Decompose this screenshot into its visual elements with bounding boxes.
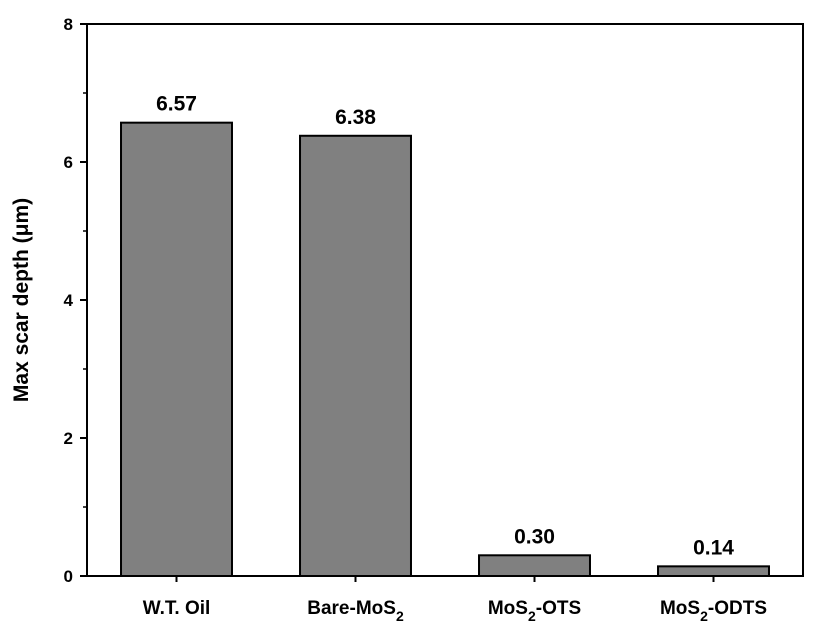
y-ticks: 0 2 4 6 8 [64,15,87,586]
x-category-label: Bare-MoS2 [307,598,404,624]
y-tick-label: 4 [64,291,74,310]
bar [120,121,233,577]
value-labels-layer: 6.57 6.38 0.30 0.14 [156,93,734,560]
y-tick-label: 8 [64,15,73,34]
bar [299,134,412,577]
bars-layer [120,121,770,578]
y-axis-title: Max scar depth (μm) [10,198,33,402]
y-tick-label: 6 [64,153,73,172]
bar-value-label: 0.30 [514,525,555,548]
x-category-label: W.T. Oil [143,598,211,619]
bar-value-label: 0.14 [693,536,734,559]
x-category-label: MoS2-ODTS [660,598,767,624]
x-category-labels: W.T. Oil Bare-MoS2 MoS2-OTS MoS2-ODTS [143,598,767,624]
bar-value-label: 6.57 [156,93,197,116]
bar [657,565,770,578]
y-tick-label: 0 [64,567,73,586]
x-ticks [175,576,715,582]
bar [478,554,591,577]
bar-value-label: 6.38 [335,106,376,129]
x-category-label: MoS2-OTS [488,598,581,624]
y-tick-label: 2 [64,429,73,448]
